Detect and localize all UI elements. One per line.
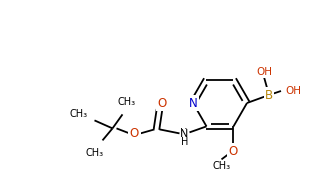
Text: CH₃: CH₃ (85, 148, 104, 158)
Text: CH₃: CH₃ (212, 161, 230, 171)
Text: CH₃: CH₃ (118, 97, 135, 107)
Text: OH: OH (256, 67, 272, 77)
Text: CH₃: CH₃ (69, 109, 88, 119)
Text: N: N (180, 129, 189, 139)
Text: OH: OH (285, 86, 301, 96)
Text: B: B (265, 88, 273, 101)
Text: N: N (179, 135, 188, 145)
Text: O: O (229, 145, 238, 158)
Text: O: O (130, 127, 139, 140)
Text: H: H (180, 128, 187, 138)
Text: N: N (189, 96, 198, 109)
Text: O: O (158, 97, 167, 110)
Text: H: H (181, 137, 188, 147)
